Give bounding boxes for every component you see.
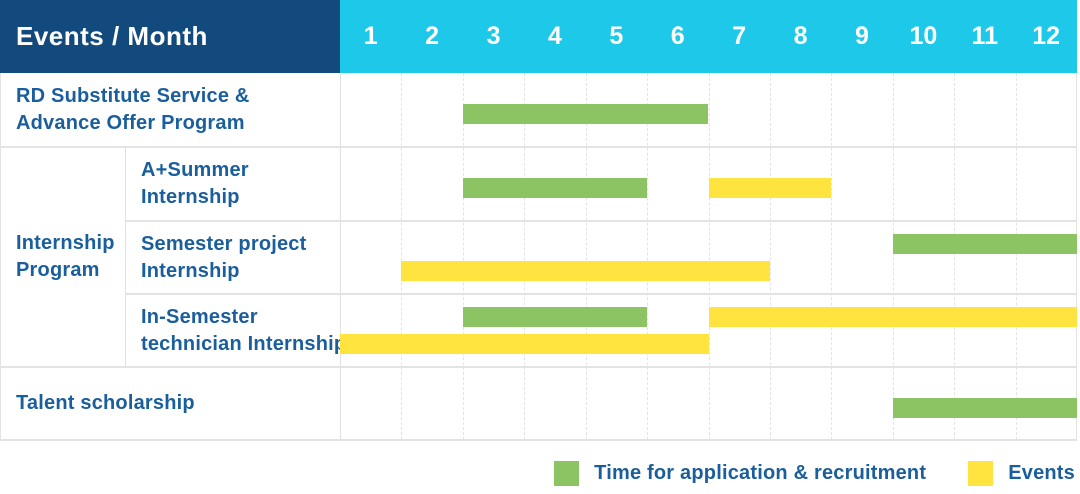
grid-line-month (401, 73, 403, 440)
legend-swatch-application (554, 460, 580, 486)
gantt-bar-event (340, 334, 709, 354)
gantt-bar-application (462, 307, 648, 327)
gantt-bar-event (708, 307, 1077, 327)
month-header-cell: 4 (547, 22, 562, 50)
group-column-divider (125, 147, 126, 367)
group-label-internship-program: Internship Program (0, 147, 125, 367)
row-label-rd-substitute: RD Substitute Service & Advance Offer Pro… (0, 73, 340, 147)
month-header-cell: 2 (425, 22, 440, 50)
row-divider (125, 293, 1077, 295)
grid-line-month (647, 73, 649, 440)
grid-line-month (892, 73, 894, 440)
grid-line-month (769, 73, 771, 440)
month-header-cell: 1 (363, 22, 378, 50)
grid-line-month (1015, 73, 1017, 440)
grid-line-month (708, 73, 710, 440)
month-header-cell: 8 (793, 22, 808, 50)
legend-label-event: Events (1008, 461, 1075, 484)
row-divider (0, 146, 1077, 148)
month-header-cell: 12 (1032, 22, 1061, 50)
gantt-bar-application (892, 398, 1077, 418)
label-line: In-Semester (141, 305, 258, 328)
month-header-cell: 9 (855, 22, 869, 50)
label-line: technician Internship (141, 332, 347, 355)
gantt-bar-application (892, 234, 1077, 254)
month-header-cell: 10 (909, 22, 938, 50)
header-title: Events / Month (16, 21, 208, 51)
label-line: Internship (141, 259, 240, 282)
row-label-in-semester-technician: In-Semester technician Internship (125, 294, 347, 367)
row-divider (0, 439, 1077, 441)
label-line: RD Substitute Service & (16, 85, 250, 107)
grid-line-month (954, 73, 956, 440)
label-line: Advance Offer Program (16, 112, 245, 134)
legend: Time for application & recruitment Events (554, 458, 1075, 488)
legend-label-application: Time for application & recruitment (594, 461, 927, 484)
gantt-bar-event (401, 261, 770, 281)
table-border-left (0, 73, 1, 440)
grid-line-month (831, 73, 833, 440)
month-header-row: 1 2 3 4 5 6 7 8 9 10 11 12 (340, 0, 1077, 73)
row-label-a-plus-summer: A+Summer Internship (125, 147, 340, 221)
month-header-cell: 6 (670, 22, 685, 50)
gantt-bar-event (708, 178, 832, 198)
month-header-cell: 7 (732, 22, 747, 50)
label-line: A+Summer (141, 159, 249, 181)
label-line: Program (16, 259, 100, 281)
label-line: Internship (141, 186, 240, 208)
label-line: Internship (16, 232, 115, 254)
month-header-cell: 3 (486, 22, 501, 50)
grid-line-month (585, 73, 587, 440)
grid-line-month (524, 73, 526, 440)
label-column-divider (340, 73, 341, 440)
gantt-bar-application (462, 178, 648, 198)
table-border-right (1076, 73, 1077, 440)
legend-swatch-event (968, 460, 994, 486)
row-divider (0, 366, 1077, 368)
grid-line-month (462, 73, 464, 440)
row-label-semester-project: Semester project Internship (125, 221, 340, 294)
row-divider (125, 220, 1077, 222)
month-header-cell: 11 (971, 22, 998, 50)
header-title-cell: Events / Month (0, 0, 340, 73)
row-label-talent-scholarship: Talent scholarship (0, 367, 340, 440)
gantt-bar-application (462, 104, 709, 124)
label-line: Talent scholarship (16, 392, 195, 414)
month-header-cell: 5 (609, 22, 624, 50)
label-line: Semester project (141, 232, 307, 255)
